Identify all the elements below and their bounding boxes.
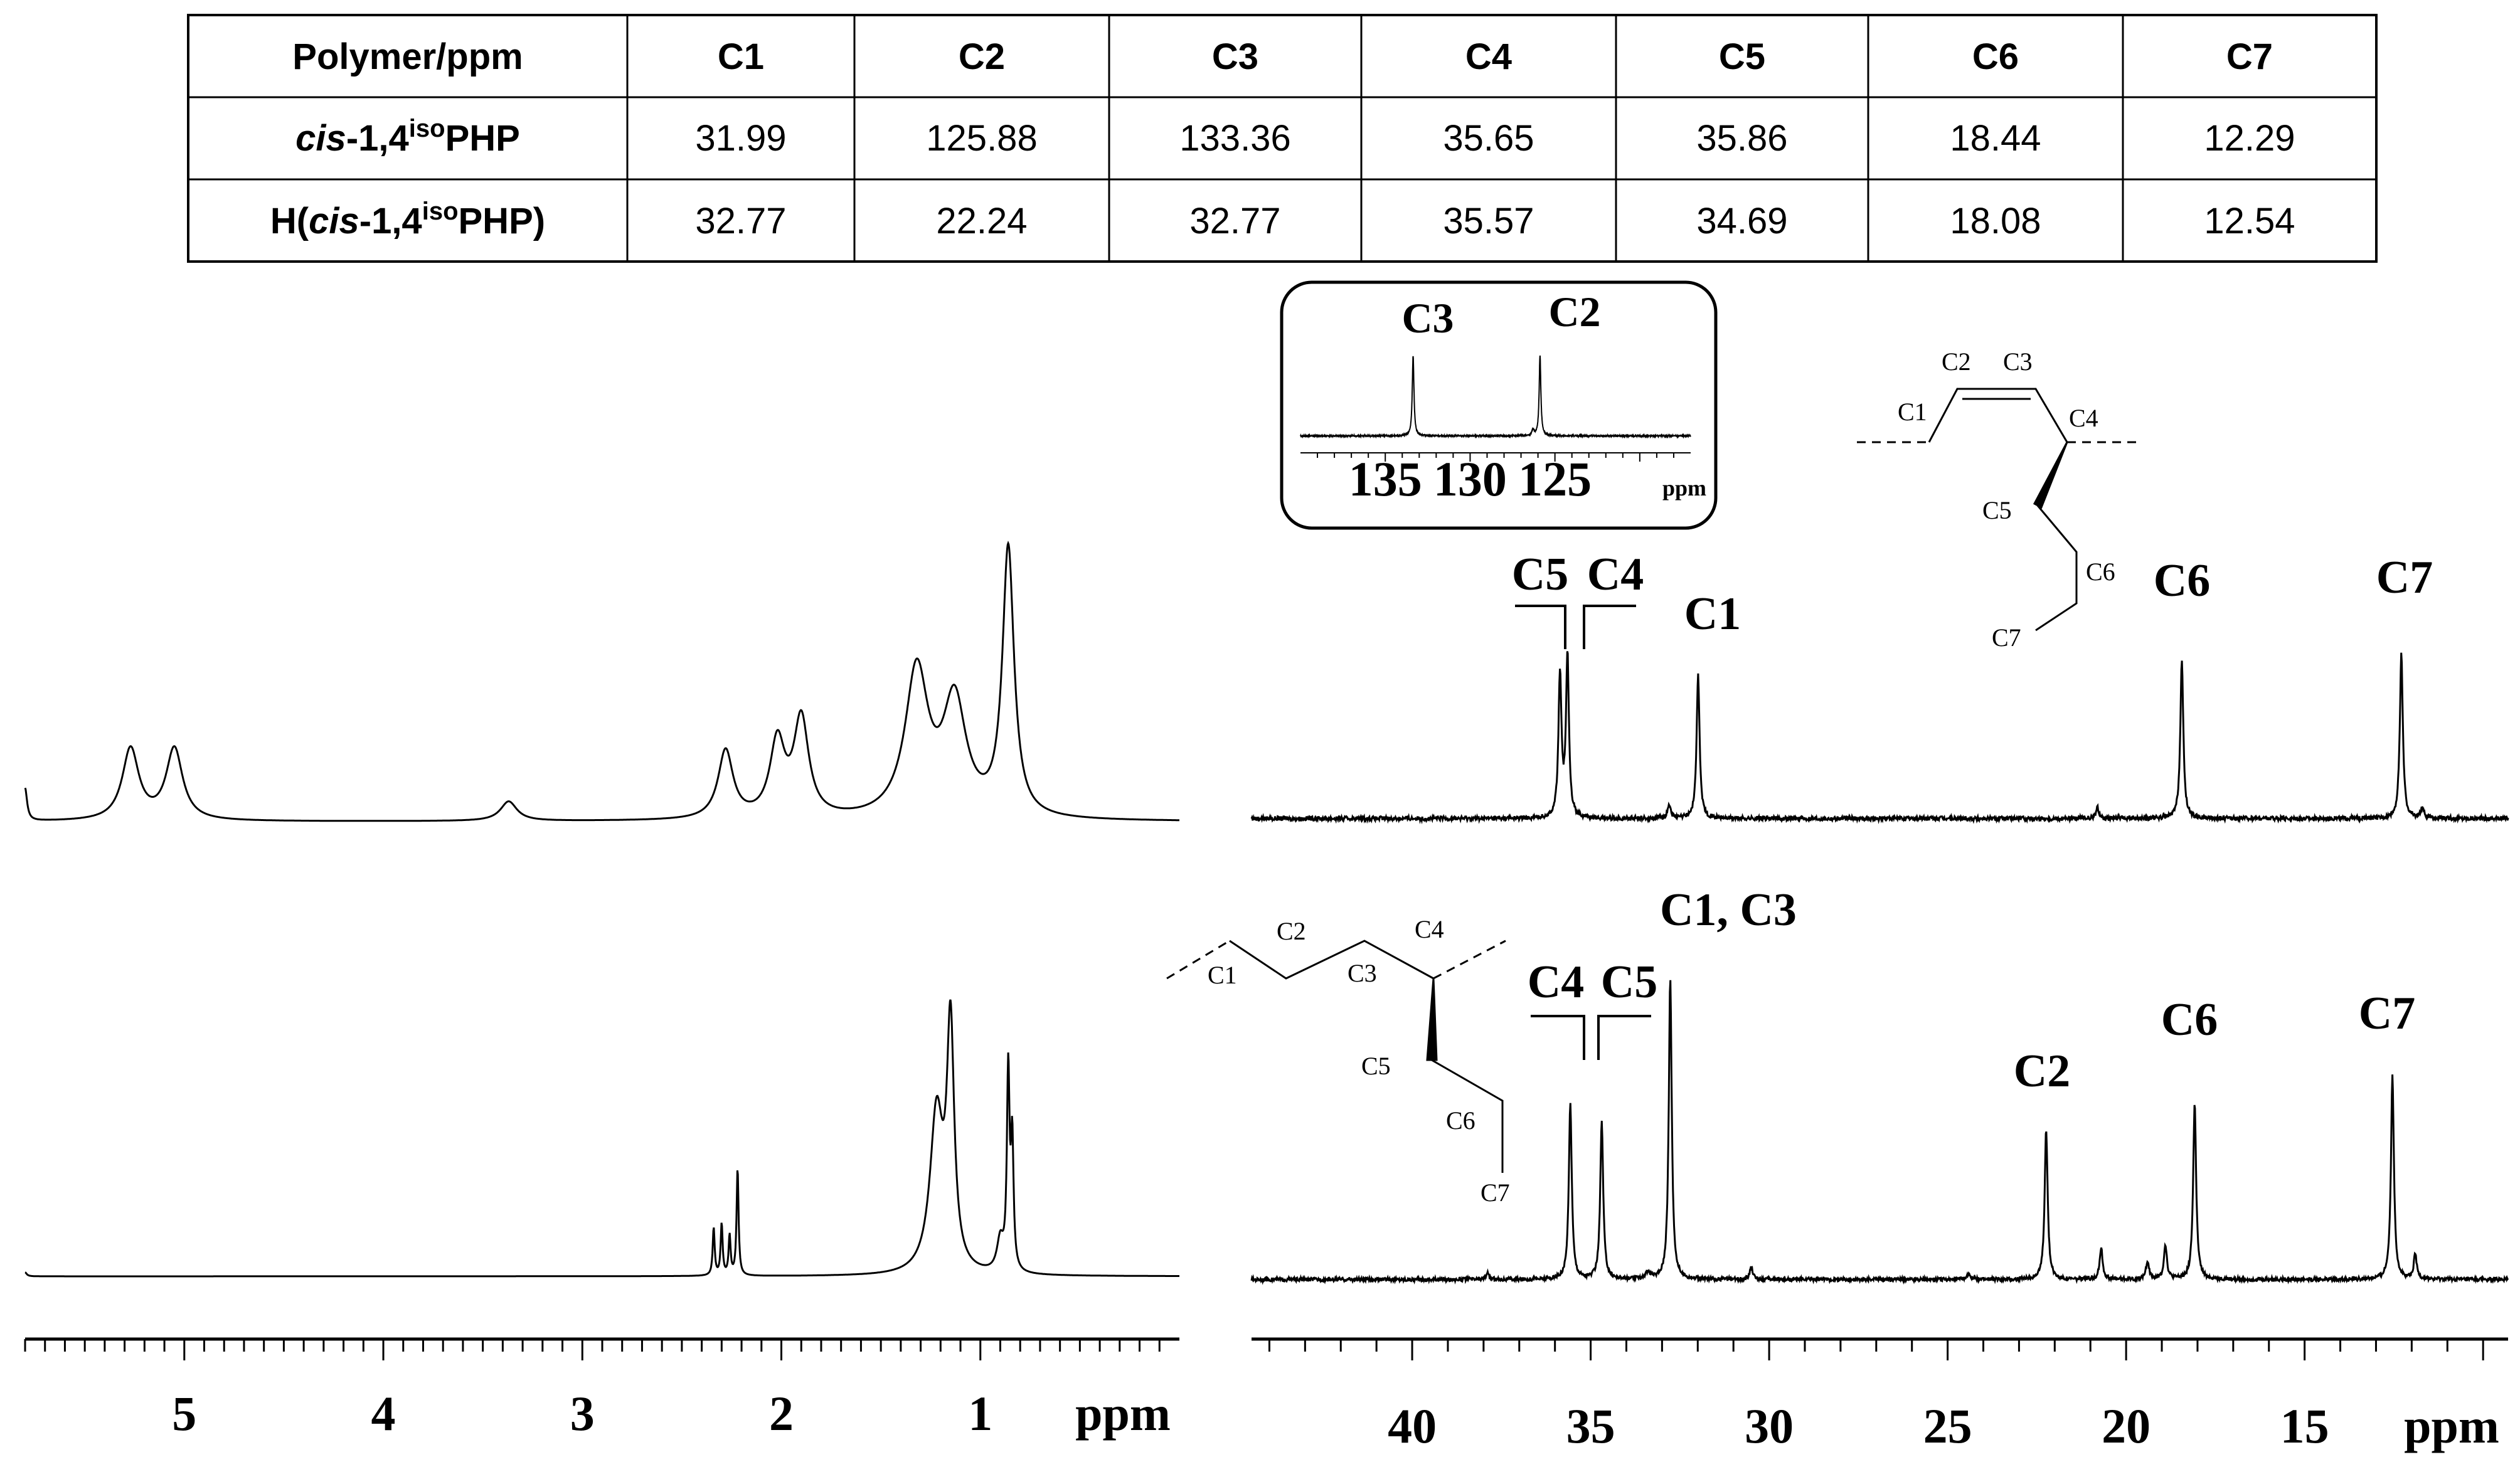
x-tick-label: 5	[172, 1386, 196, 1441]
x-tick-label: 15	[2280, 1399, 2329, 1453]
peak-label-c4: C4	[1528, 956, 1584, 1008]
inset-frame	[1280, 280, 1718, 530]
atom-label-c5: C5	[1982, 496, 2012, 524]
structure-bottom-labels: C1 C2 C3 C4 C5 C6 C7	[1208, 915, 1510, 1207]
spectra-group	[24, 540, 2509, 1285]
x-axis-unit-1h: ppm	[1075, 1386, 1171, 1441]
chain-dash	[1433, 940, 1506, 980]
bracket-c4	[1531, 1015, 1585, 1060]
inset-tick-label: 125	[1518, 452, 1592, 506]
table-header-c4: C4	[1465, 36, 1512, 77]
atom-label-c1: C1	[1898, 398, 1927, 426]
peak-labels-13c-top: C5 C4 C1 C6 C7	[1512, 549, 2433, 649]
x-tick-label: 4	[371, 1386, 396, 1441]
peak-labels-13c-bottom: C4 C5 C1, C3 C2 C6 C7	[1528, 884, 2415, 1097]
inset-panel: 135 130 125 C3 C2 ppm	[1280, 280, 1718, 530]
chain-backbone	[1928, 388, 2068, 443]
atom-label-c3: C3	[2003, 347, 2033, 376]
table-header-c3: C3	[1212, 36, 1258, 77]
spectrum-inset	[1300, 355, 1691, 439]
atom-label-c7: C7	[1481, 1179, 1510, 1207]
x-tick-label: 3	[570, 1386, 595, 1441]
table-header-c2: C2	[959, 36, 1005, 77]
table-row-polymer-label: H(cis-1,4isoPHP)	[270, 198, 545, 241]
inset-tick-label: 135	[1349, 452, 1422, 506]
structure-top	[1857, 388, 2136, 632]
wedge-bond	[2033, 442, 2068, 509]
table-header-c1: C1	[718, 36, 764, 77]
table-border	[187, 14, 2378, 263]
spectrum-13c-top	[1250, 651, 2509, 825]
atom-label-c4: C4	[2069, 404, 2098, 432]
spectrum-1h-top	[24, 540, 1179, 822]
peak-label-c1: C1	[1684, 588, 1741, 640]
table-cell: 18.08	[1950, 201, 2041, 241]
table-row-polymer-label: cis-1,4isoPHP	[295, 115, 520, 159]
peak-label-c5: C5	[1601, 956, 1657, 1008]
spectrum-1h-bottom	[24, 999, 1179, 1278]
table-cell: 31.99	[695, 118, 786, 159]
shift-table: Polymer/ppm C1 C2 C3 C4 C5 C6 C7 cis-1,4…	[187, 14, 2378, 263]
table-header-polymer: Polymer/ppm	[292, 36, 523, 77]
table-cell: 35.65	[1443, 118, 1534, 159]
bracket-c5	[1597, 1015, 1651, 1060]
table-cell: 35.86	[1696, 118, 1787, 159]
peak-label-c7: C7	[2376, 552, 2433, 603]
atom-label-c6: C6	[2086, 558, 2115, 586]
x-tick-label: 35	[1566, 1399, 1615, 1453]
x-tick-label: 1	[968, 1386, 992, 1441]
table-header-c5: C5	[1719, 36, 1765, 77]
chain-dash	[1166, 940, 1230, 980]
x-axis-unit-13c: ppm	[2404, 1399, 2499, 1453]
table-cell: 18.44	[1950, 118, 2041, 159]
atom-label-c3: C3	[1348, 959, 1377, 987]
x-tick-label: 2	[769, 1386, 794, 1441]
atom-label-c6: C6	[1446, 1106, 1475, 1135]
atom-label-c2: C2	[1942, 347, 1971, 376]
structure-top-labels: C1 C2 C3 C4 C5 C6 C7	[1898, 347, 2115, 652]
atom-label-c5: C5	[1361, 1052, 1391, 1080]
table-cell: 133.36	[1179, 118, 1290, 159]
x-tick-label: 30	[1745, 1399, 1794, 1453]
inset-unit: ppm	[1662, 475, 1706, 501]
table-cell: 32.77	[1189, 201, 1280, 241]
peak-label-c2: C2	[2014, 1046, 2070, 1097]
table-header-c6: C6	[1972, 36, 2019, 77]
chain-backbone	[1229, 940, 1434, 980]
peak-label-c1-c3: C1, C3	[1660, 884, 1797, 936]
structure-bottom	[1166, 940, 1506, 1173]
table-cell: 12.54	[2204, 201, 2295, 241]
inset-tick-label: 130	[1433, 452, 1507, 506]
x-tick-label: 25	[1923, 1399, 1972, 1453]
table-cell: 35.57	[1443, 201, 1534, 241]
atom-label-c7: C7	[1992, 623, 2021, 652]
spectrum-13c-bottom	[1250, 980, 2509, 1285]
peak-label-c6: C6	[2154, 555, 2210, 607]
peak-label-c6: C6	[2161, 994, 2218, 1046]
side-chain	[2035, 505, 2078, 632]
atom-label-c1: C1	[1208, 961, 1237, 989]
atom-label-c4: C4	[1415, 915, 1444, 943]
bracket-c4	[1583, 605, 1636, 649]
inset-plot: 135 130 125	[1300, 355, 1691, 506]
table-header-c7: C7	[2226, 36, 2273, 77]
atom-label-c2: C2	[1277, 917, 1306, 945]
axes-group: 5 4 3 2 1 40 35 30 25 20 15	[24, 1337, 2508, 1453]
table-cell: 22.24	[936, 201, 1027, 241]
peak-label-c4: C4	[1587, 549, 1644, 600]
table-cell: 34.69	[1696, 201, 1787, 241]
x-tick-label: 20	[2102, 1399, 2151, 1453]
table-cell: 32.77	[695, 201, 786, 241]
inset-label-c3: C3	[1401, 294, 1454, 342]
side-chain	[1431, 1059, 1504, 1173]
wedge-bond	[1426, 978, 1438, 1061]
inset-label-c2: C2	[1548, 288, 1600, 336]
peak-label-c5: C5	[1512, 549, 1568, 600]
bracket-c5	[1515, 605, 1566, 649]
table-cell: 12.29	[2204, 118, 2295, 159]
x-tick-label: 40	[1388, 1399, 1437, 1453]
table-cell: 125.88	[926, 118, 1037, 159]
peak-label-c7: C7	[2359, 988, 2415, 1039]
